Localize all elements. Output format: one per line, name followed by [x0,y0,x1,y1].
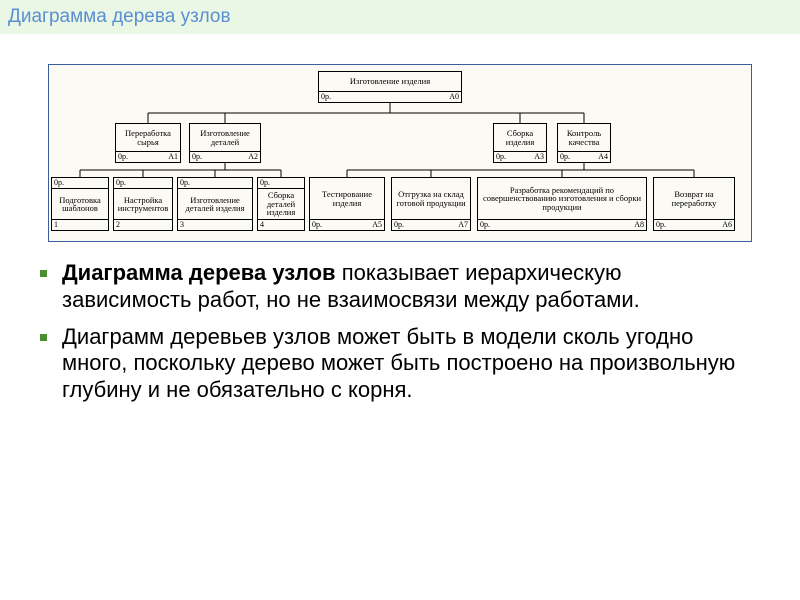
tree-diagram-container: Изготовление изделия0р.A0 Переработка сыр… [48,64,752,242]
node-label: Изготовление деталей [190,124,260,151]
para1-bold: Диаграмма дерева узлов [62,260,336,285]
tree-node-A6: Возврат на переработку0р.A6 [653,177,735,231]
node-label: Тестирование изделия [310,178,384,219]
node-footer: 0р.A6 [654,219,734,230]
node-footer-bottom: 1 [52,219,108,230]
tree-node-A3: Сборка изделия0р.A3 [493,123,547,163]
node-label: Изготовление изделия [319,72,461,91]
para2-rest: Диаграмм деревьев узлов может быть в мод… [62,324,735,403]
tree-diagram: Изготовление изделия0р.A0 Переработка сыр… [49,65,751,241]
tree-node-A5: Тестирование изделия0р.A5 [309,177,385,231]
tree-node-n1: Подготовка шаблонов0р. 1 [51,177,109,231]
bullet-item: Диаграмм деревьев узлов может быть в мод… [62,324,748,404]
node-footer: 0р.A8 [478,219,646,230]
node-footer: 0р. [178,178,252,189]
tree-node-n3: Изготовление деталей изделия0р. 3 [177,177,253,231]
node-footer: 0р. [258,178,304,189]
node-footer-bottom: 3 [178,219,252,230]
node-label: Подготовка шаблонов [52,189,108,219]
node-footer: 0р.A1 [116,151,180,162]
node-label: Сборка изделия [494,124,546,151]
tree-node-A0: Изготовление изделия0р.A0 [318,71,462,103]
tree-node-A4: Контроль качества0р.A4 [557,123,611,163]
node-label: Отгрузка на склад готовой продукции [392,178,470,219]
node-footer: 0р.A0 [319,91,461,102]
node-label: Контроль качества [558,124,610,151]
tree-node-n4: Сборка деталей изделия0р. 4 [257,177,305,231]
bullet-icon [40,334,47,341]
node-label: Изготовление деталей изделия [178,189,252,219]
node-label: Разработка рекомендаций по совершенствов… [478,178,646,219]
node-footer-bottom: 2 [114,219,172,230]
node-footer: 0р.A3 [494,151,546,162]
tree-node-A8: Разработка рекомендаций по совершенствов… [477,177,647,231]
tree-node-A1: Переработка сырья0р.A1 [115,123,181,163]
node-footer: 0р. [52,178,108,189]
tree-node-n2: Настройка инструментов0р. 2 [113,177,173,231]
node-footer-bottom: 4 [258,219,304,230]
description-text: Диаграмма дерева узлов показывает иерарх… [62,260,748,404]
node-footer: 0р.A5 [310,219,384,230]
tree-node-A7: Отгрузка на склад готовой продукции0р.A7 [391,177,471,231]
node-label: Настройка инструментов [114,189,172,219]
node-label: Возврат на переработку [654,178,734,219]
bullet-icon [40,270,47,277]
node-footer: 0р.A7 [392,219,470,230]
node-label: Сборка деталей изделия [258,189,304,219]
node-footer: 0р.A4 [558,151,610,162]
node-footer: 0р. [114,178,172,189]
tree-node-A2: Изготовление деталей0р.A2 [189,123,261,163]
bullet-item: Диаграмма дерева узлов показывает иерарх… [62,260,748,314]
node-footer: 0р.A2 [190,151,260,162]
node-label: Переработка сырья [116,124,180,151]
page-title: Диаграмма дерева узлов [0,0,800,34]
